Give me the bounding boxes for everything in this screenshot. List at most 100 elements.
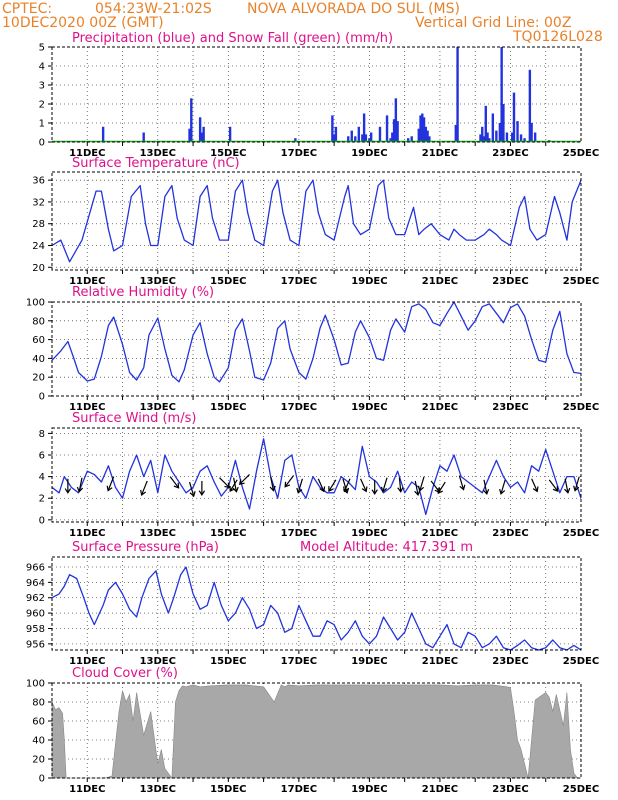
precip-bar: [385, 115, 389, 142]
wind-line: [51, 438, 582, 516]
cloud-ytick-label: 40: [32, 736, 45, 747]
temperature-frame: [51, 171, 582, 271]
cloud-title: Cloud Cover (%): [72, 666, 178, 681]
precip-bar: [419, 115, 422, 142]
precip-bar: [331, 115, 334, 142]
precip-bar: [198, 117, 202, 142]
precip-bar: [188, 128, 191, 142]
wind-ytick-label: 2: [39, 494, 45, 505]
wind-panel: Surface Wind (m/s) 0 2 4 6 8 11DEC 13DEC 15DEC 17…: [39, 411, 600, 539]
precip-bar: [498, 123, 502, 142]
humidity-ytick-label: 80: [32, 316, 45, 327]
wind-arrow-head: [417, 485, 425, 492]
wind-arrow-head: [173, 482, 180, 489]
precip-bar: [456, 47, 459, 142]
cloud-xtick-label: 11DEC: [69, 784, 105, 795]
precip-bar: [368, 138, 371, 142]
precip-bar: [500, 47, 503, 142]
wind-arrow: [328, 479, 337, 492]
pressure-xtick-label: 17DEC: [281, 656, 317, 667]
precip-bar: [354, 136, 357, 142]
wind-arrow-head: [328, 486, 334, 493]
pressure-xtick-label: 13DEC: [140, 656, 176, 667]
wind-arrow: [564, 478, 569, 493]
wind-arrow-head: [284, 481, 291, 488]
precip-bar: [486, 132, 489, 142]
precip-bar: [378, 126, 382, 142]
precip-bar: [533, 132, 537, 142]
pressure-ytick-label: 956: [26, 639, 45, 650]
wind-ytick-label: 0: [39, 515, 45, 526]
temperature-ytick-label: 20: [32, 263, 45, 274]
precip-xtick-label: 15DEC: [210, 148, 246, 159]
wind-arrow-head: [371, 489, 378, 495]
cloud-area: [51, 684, 581, 779]
temperature-line: [51, 179, 582, 263]
wind-arrow-head: [140, 489, 147, 496]
pressure-xtick-label: 21DEC: [422, 656, 458, 667]
precip-xtick-label: 21DEC: [422, 148, 458, 159]
precip-bar: [421, 113, 424, 142]
cloud-ytick-label: 60: [32, 717, 45, 728]
precip-bar: [511, 132, 514, 142]
header-grid-note: Vertical Grid Line: 00Z: [415, 15, 571, 31]
pressure-panel: Surface Pressure (hPa) Model Altitude: 41…: [26, 540, 599, 667]
wind-xtick-label: 25DEC: [563, 528, 599, 539]
pressure-frame: [51, 556, 582, 651]
wind-arrow: [398, 477, 402, 492]
precip-bar: [481, 126, 484, 142]
wind-arrow: [169, 476, 180, 489]
humidity-xtick-label: 23DEC: [492, 402, 528, 413]
humidity-ytick-label: 20: [32, 373, 45, 384]
wind-arrow: [531, 478, 538, 492]
wind-arrow: [188, 481, 195, 497]
wind-arrow-head: [552, 486, 559, 492]
precip-bar: [294, 138, 297, 142]
cloud-ytick-label: 100: [26, 679, 45, 690]
temperature-ytick-label: 32: [32, 197, 45, 208]
precip-title: Precipitation (blue) and Snow Fall (gree…: [72, 31, 393, 46]
wind-arrow-head: [437, 488, 443, 495]
precip-bar: [101, 126, 105, 142]
cloud-xtick-label: 21DEC: [422, 784, 458, 795]
pressure-ytick-label: 960: [26, 609, 45, 620]
wind-arrow: [317, 478, 325, 492]
precip-ytick-label: 2: [39, 100, 45, 111]
wind-ytick-label: 4: [39, 472, 45, 483]
wind-arrow: [297, 478, 303, 493]
wind-xtick-label: 11DEC: [69, 528, 105, 539]
precip-bar: [361, 134, 364, 142]
cloud-xtick-label: 25DEC: [563, 784, 599, 795]
wind-arrow: [284, 475, 295, 488]
header-date: 10DEC2020 00Z (GMT): [2, 15, 164, 31]
humidity-ytick-label: 60: [32, 335, 45, 346]
cloud-xtick-label: 15DEC: [210, 784, 246, 795]
precip-bar: [422, 117, 426, 142]
precip-bar: [516, 121, 519, 142]
precip-bar: [488, 138, 491, 142]
wind-arrow-head: [269, 485, 276, 492]
precip-bar: [505, 132, 509, 142]
precip-bar: [491, 113, 495, 142]
precip-bar: [190, 98, 193, 142]
pressure-xtick-label: 11DEC: [69, 656, 105, 667]
wind-arrow-head: [238, 479, 245, 486]
precip-xtick-label: 11DEC: [69, 148, 105, 159]
wind-arrow-head: [564, 487, 571, 494]
wind-arrow-head: [499, 488, 506, 495]
precip-bar: [502, 104, 505, 142]
humidity-frame: [51, 301, 582, 397]
temperature-ytick-label: 28: [32, 219, 45, 230]
precip-xtick-label: 19DEC: [351, 148, 387, 159]
precip-bar: [350, 130, 353, 142]
humidity-xtick-label: 21DEC: [422, 402, 458, 413]
cloud-xtick-label: 17DEC: [281, 784, 317, 795]
precip-xtick-label: 25DEC: [563, 148, 599, 159]
precip-bar: [406, 138, 410, 142]
precip-bar: [396, 121, 399, 142]
temperature-ytick-label: 36: [32, 176, 45, 187]
wind-arrow-head: [397, 486, 404, 493]
wind-arrow: [419, 476, 425, 491]
precip-ytick-label: 3: [39, 81, 45, 92]
wind-arrow-head: [343, 486, 349, 493]
